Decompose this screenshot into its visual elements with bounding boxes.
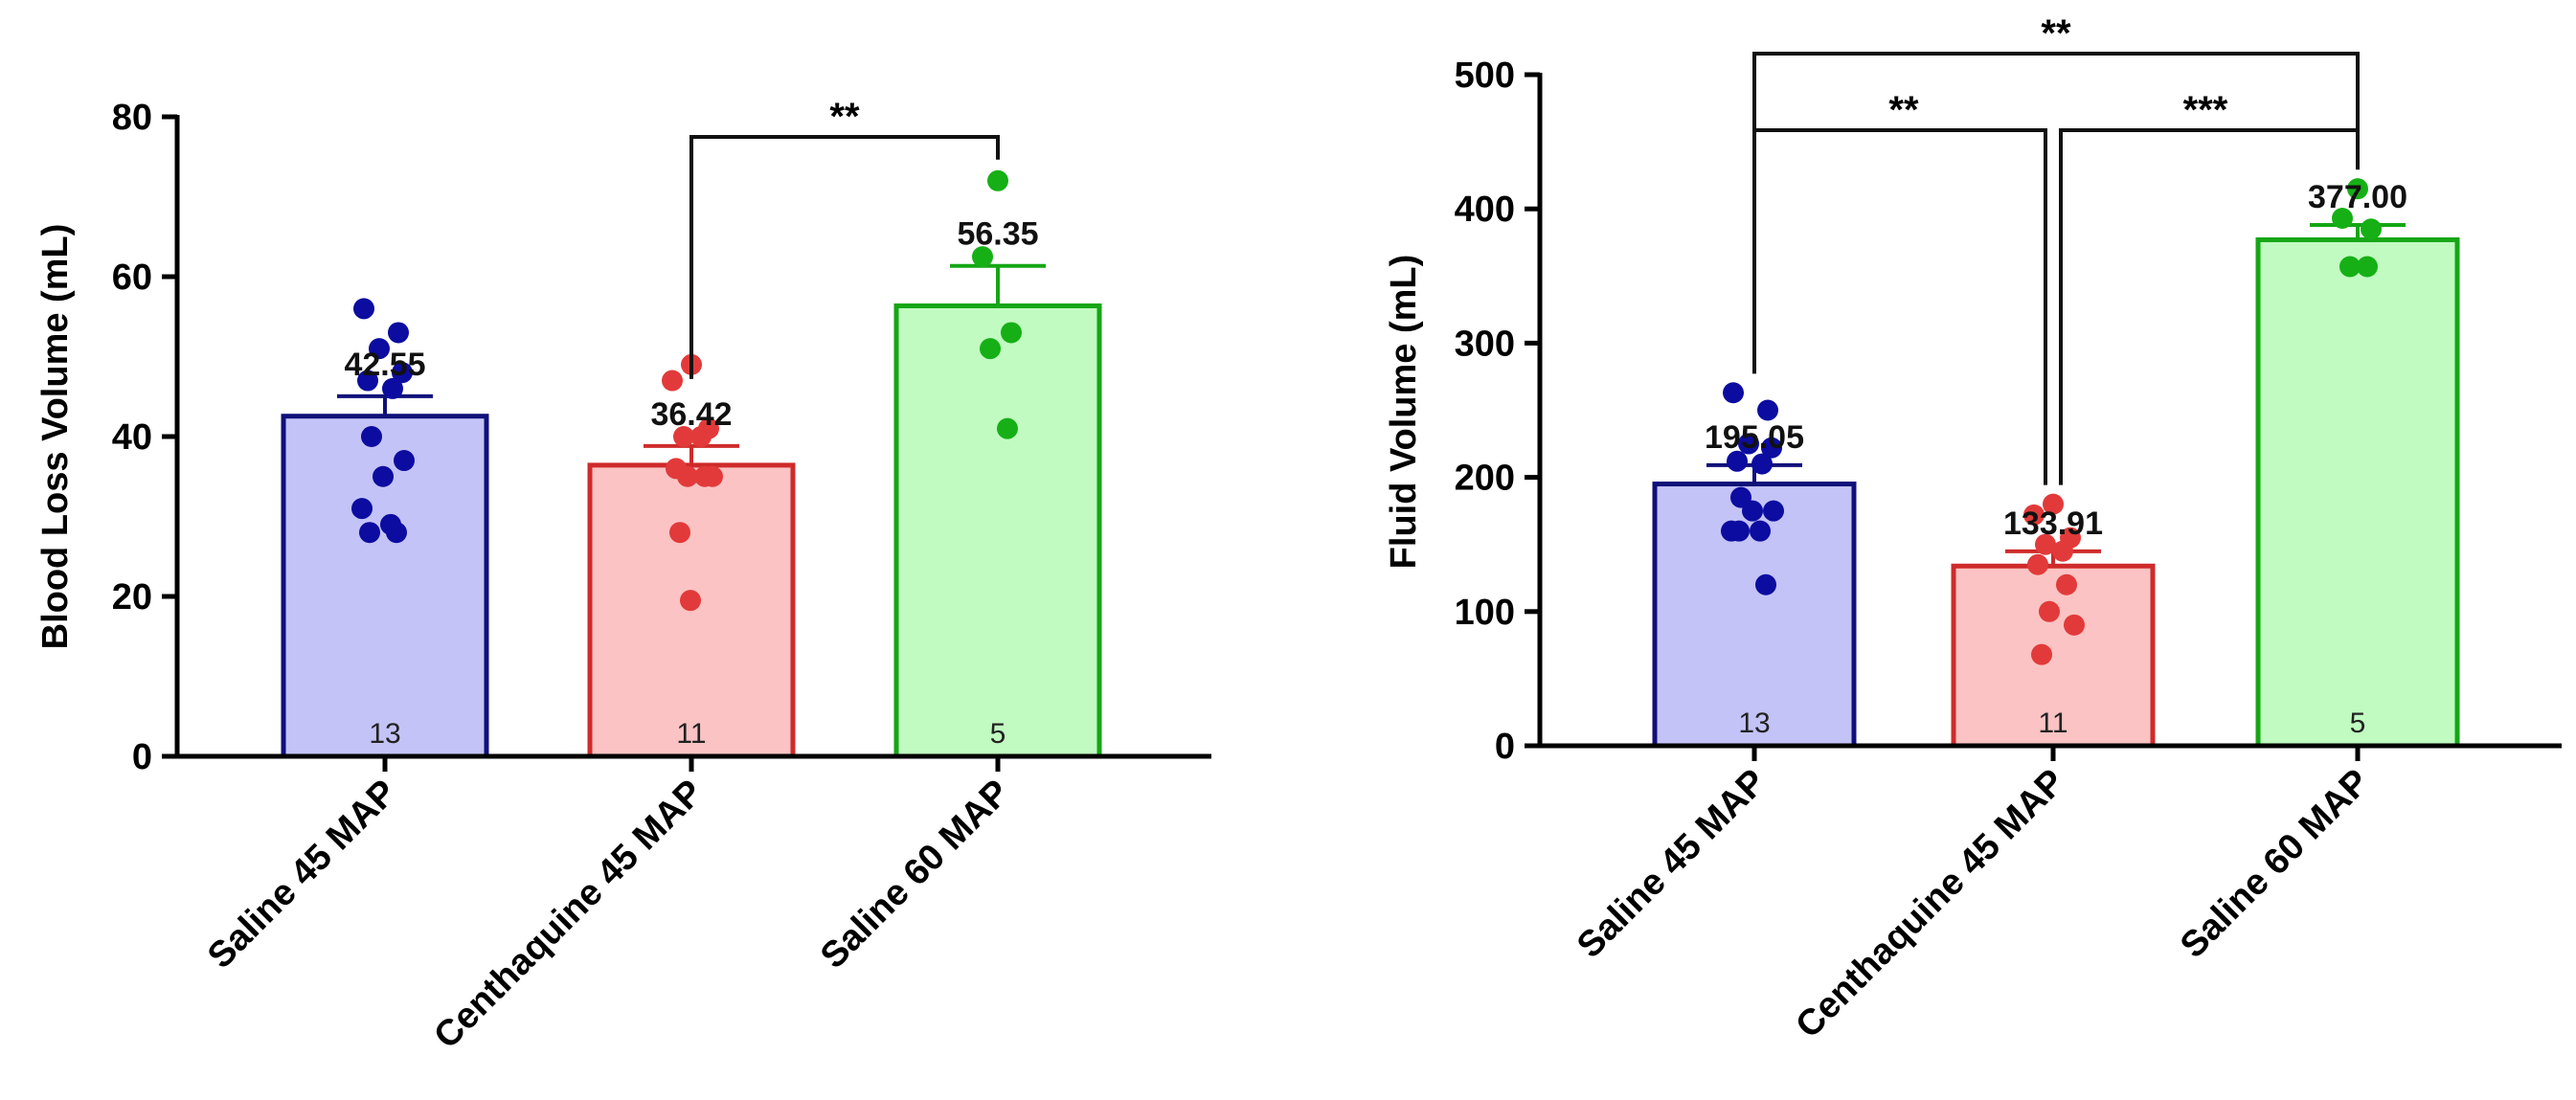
y-tick-label: 40: [112, 417, 152, 458]
error-bar-1: [337, 393, 433, 416]
data-point: [2035, 533, 2056, 555]
value-label: 42.55: [344, 347, 425, 383]
data-point: [1763, 500, 1784, 522]
n-label: 5: [2350, 707, 2366, 739]
data-point: [1729, 520, 1750, 542]
data-point: [2027, 553, 2048, 575]
error-bar-3: [950, 263, 1046, 306]
y-tick-label: 60: [112, 258, 152, 298]
data-point: [673, 426, 694, 447]
value-label: 56.35: [957, 216, 1038, 253]
value-label: 133.91: [2003, 505, 2103, 542]
data-point: [369, 338, 390, 360]
value-label: 195.05: [1705, 419, 1804, 456]
significance-label: **: [2041, 12, 2071, 55]
data-point: [382, 377, 403, 399]
x-category-label: Centhaquine 45 MAP: [1788, 762, 2072, 1046]
y-tick-label: 0: [1495, 727, 1515, 767]
data-point: [2361, 218, 2382, 240]
data-point: [1742, 500, 1763, 522]
data-point: [2023, 504, 2045, 526]
y-tick-label: 400: [1455, 190, 1515, 230]
y-tick-label: 0: [132, 737, 152, 777]
n-label: 11: [676, 718, 706, 750]
data-point: [2339, 256, 2361, 278]
x-category-label: Saline 45 MAP: [200, 773, 404, 977]
y-axis-label: Fluid Volume (mL): [1384, 255, 1424, 570]
data-point: [980, 338, 1001, 360]
data-point: [690, 426, 712, 447]
data-point: [669, 522, 690, 544]
n-label: 11: [2038, 707, 2068, 739]
value-label: 377.00: [2308, 179, 2407, 215]
data-point: [2043, 493, 2064, 515]
y-tick-label: 200: [1455, 459, 1515, 499]
data-point: [353, 298, 374, 320]
x-category-label: Saline 45 MAP: [1570, 762, 1774, 966]
error-bar-3: [2310, 223, 2406, 240]
data-point: [2031, 643, 2052, 665]
data-point: [386, 522, 407, 544]
data-point: [359, 522, 380, 544]
y-tick-label: 300: [1455, 324, 1515, 364]
data-point: [972, 246, 993, 268]
data-point: [2056, 573, 2077, 595]
data-point: [394, 450, 415, 472]
data-point: [2052, 540, 2073, 562]
data-point: [1761, 437, 1782, 459]
significance-label: ***: [2183, 89, 2228, 131]
value-label: 36.42: [650, 396, 732, 433]
data-point: [2039, 600, 2060, 622]
y-axis-label: Blood Loss Volume (mL): [35, 224, 76, 650]
data-point: [357, 370, 378, 392]
data-point: [1001, 322, 1022, 344]
significance-label: **: [1888, 89, 1919, 131]
data-point: [2332, 208, 2353, 230]
y-tick-label: 80: [112, 98, 152, 138]
n-label: 13: [1738, 707, 1770, 739]
data-point: [997, 417, 1018, 439]
y-tick-label: 100: [1455, 593, 1515, 633]
data-point: [1723, 382, 1744, 404]
bar-2: [1951, 563, 2156, 749]
data-point: [2357, 256, 2378, 278]
data-point: [1750, 520, 1771, 542]
n-label: 5: [990, 718, 1006, 750]
data-point: [1738, 433, 1759, 455]
data-point: [680, 590, 701, 612]
data-point: [1755, 573, 1776, 595]
data-point: [392, 362, 413, 384]
data-point: [373, 465, 394, 487]
data-point: [361, 426, 382, 447]
error-bar-2: [644, 443, 739, 465]
chart-2: 0 100 200 300 400 500 Fluid Volume (mL) Saline …: [1384, 12, 2562, 1046]
data-point: [662, 370, 683, 392]
data-point: [1757, 399, 1778, 421]
x-category-label: Saline 60 MAP: [2173, 762, 2377, 966]
data-point: [677, 465, 698, 487]
significance-bracket: [1752, 52, 2360, 374]
y-tick-label: 500: [1455, 56, 1515, 96]
data-point: [2064, 614, 2085, 636]
data-point: [1751, 453, 1773, 475]
bar-3: [2255, 236, 2460, 749]
significance-label: **: [829, 96, 860, 138]
data-point: [351, 498, 373, 520]
y-tick-label: 20: [112, 577, 152, 617]
chart-1: 0 20 40 60 80 Blood Loss Volume (mL) Saline 45…: [35, 96, 1211, 1057]
data-point: [702, 465, 723, 487]
significance-bracket: [689, 135, 1000, 379]
data-point: [2347, 178, 2368, 200]
n-label: 13: [369, 718, 400, 750]
data-point: [388, 322, 409, 344]
x-category-label: Saline 60 MAP: [813, 773, 1017, 977]
data-point: [1727, 450, 1748, 472]
x-category-label: Centhaquine 45 MAP: [426, 773, 711, 1057]
data-point: [987, 169, 1008, 191]
bar-3: [893, 303, 1102, 759]
